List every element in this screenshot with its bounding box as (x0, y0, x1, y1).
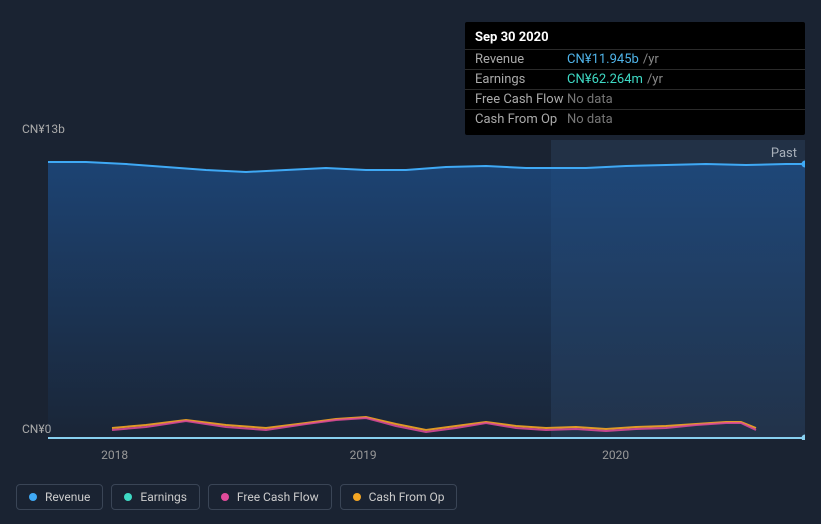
legend-dot-icon (124, 493, 132, 501)
legend: Revenue Earnings Free Cash Flow Cash From O… (16, 484, 457, 510)
tooltip-row: Free Cash FlowNo data (465, 89, 805, 109)
chart-svg (16, 140, 805, 440)
chart-area[interactable] (16, 140, 805, 464)
x-axis-label: 2019 (350, 448, 377, 462)
legend-label: Earnings (140, 490, 187, 504)
tooltip-label: Earnings (475, 72, 567, 87)
legend-dot-icon (221, 493, 229, 501)
tooltip-label: Free Cash Flow (475, 92, 567, 107)
x-axis-label: 2018 (101, 448, 128, 462)
tooltip-label: Revenue (475, 52, 567, 67)
legend-dot-icon (29, 493, 37, 501)
tooltip-label: Cash From Op (475, 112, 567, 127)
y-axis-max: CN¥13b (22, 122, 65, 136)
legend-label: Revenue (45, 490, 90, 504)
x-axis: 2018 2019 2020 (16, 448, 805, 464)
tooltip-date: Sep 30 2020 (465, 28, 805, 49)
data-tooltip: Sep 30 2020 RevenueCN¥11.945b/yrEarnings… (465, 22, 805, 135)
legend-label: Cash From Op (369, 490, 445, 504)
legend-label: Free Cash Flow (237, 490, 319, 504)
tooltip-row: EarningsCN¥62.264m/yr (465, 69, 805, 89)
tooltip-nodata: No data (567, 112, 613, 127)
legend-item[interactable]: Free Cash Flow (208, 484, 332, 510)
x-axis-label: 2020 (602, 448, 629, 462)
legend-item[interactable]: Cash From Op (340, 484, 458, 510)
tooltip-suffix: /yr (643, 52, 659, 67)
tooltip-nodata: No data (567, 92, 613, 107)
tooltip-value: CN¥11.945b (567, 52, 639, 67)
tooltip-row: Cash From OpNo data (465, 109, 805, 129)
legend-item[interactable]: Earnings (111, 484, 200, 510)
tooltip-value: CN¥62.264m (567, 72, 643, 87)
legend-dot-icon (353, 493, 361, 501)
tooltip-suffix: /yr (647, 72, 663, 87)
legend-item[interactable]: Revenue (16, 484, 103, 510)
tooltip-row: RevenueCN¥11.945b/yr (465, 49, 805, 69)
